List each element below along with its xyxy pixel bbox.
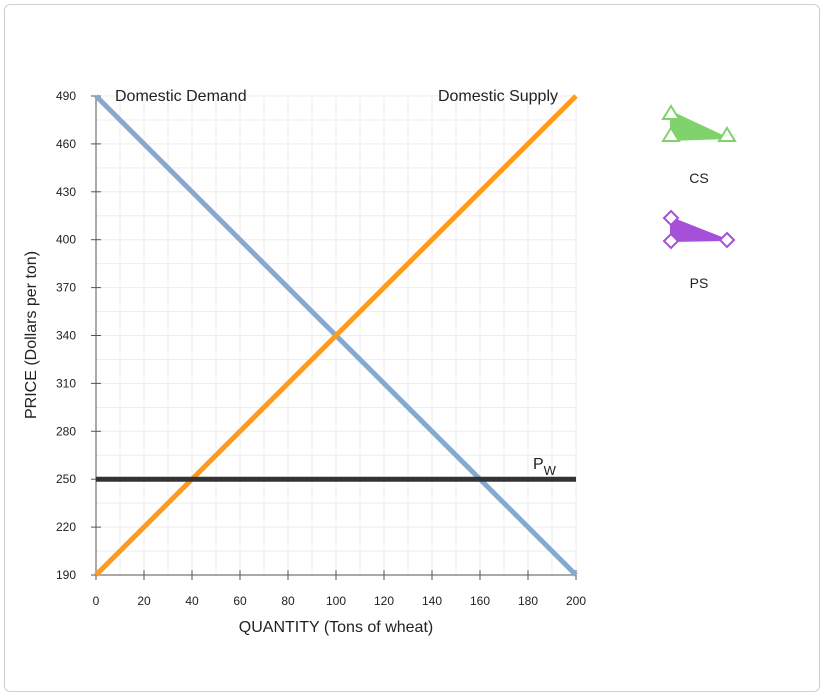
x-tick-label: 160 (470, 594, 490, 608)
y-tick-label: 400 (56, 233, 76, 247)
x-axis-ticks: 0 20 40 60 80 100 120 140 160 180 200 (93, 570, 586, 608)
world-price-line-group: PW (96, 456, 576, 482)
x-tick-label: 40 (185, 594, 199, 608)
ps-tool[interactable]: PS (662, 209, 736, 291)
cs-handle-top (661, 104, 681, 120)
x-tick-label: 100 (326, 594, 346, 608)
domestic-demand-label: Domestic Demand (115, 88, 247, 105)
x-tick-label: 0 (93, 594, 100, 608)
world-price-label: PW (533, 456, 557, 478)
x-tick-label: 140 (422, 594, 442, 608)
curve-labels: Domestic Demand Domestic Supply (115, 88, 558, 105)
x-tick-label: 60 (233, 594, 247, 608)
y-tick-label: 430 (56, 185, 76, 199)
domestic-supply-curve (94, 94, 578, 577)
curves (94, 94, 578, 577)
cs-triangle-icon (670, 110, 728, 142)
ps-label: PS (690, 275, 709, 291)
x-tick-label: 120 (374, 594, 394, 608)
y-tick-label: 250 (56, 472, 76, 486)
y-tick-label: 280 (56, 424, 76, 438)
y-tick-label: 460 (56, 137, 76, 151)
y-tick-label: 490 (56, 89, 76, 103)
cs-tool[interactable]: CS (661, 104, 737, 186)
y-axis-ticks: 190 220 250 280 310 340 370 400 430 460 490 (56, 89, 101, 582)
y-tick-label: 370 (56, 281, 76, 295)
x-tick-label: 200 (566, 594, 586, 608)
y-tick-label: 310 (56, 376, 76, 390)
y-tick-label: 340 (56, 329, 76, 343)
y-tick-label: 220 (56, 520, 76, 534)
ps-handle-right (718, 231, 736, 249)
ps-handle-top (662, 209, 680, 227)
cs-label: CS (689, 170, 708, 186)
ps-triangle-icon (670, 216, 728, 243)
y-tick-label: 190 (56, 568, 76, 582)
x-tick-label: 20 (137, 594, 151, 608)
y-axis-title: PRICE (Dollars per ton) (23, 251, 40, 419)
cs-handle-bottom-left (661, 126, 681, 142)
cs-handle-right (717, 126, 737, 142)
domestic-supply-label: Domestic Supply (438, 88, 558, 105)
x-tick-label: 80 (281, 594, 295, 608)
x-axis-title: QUANTITY (Tons of wheat) (239, 619, 433, 636)
x-tick-label: 180 (518, 594, 538, 608)
ps-handle-bottom-left (662, 232, 680, 250)
